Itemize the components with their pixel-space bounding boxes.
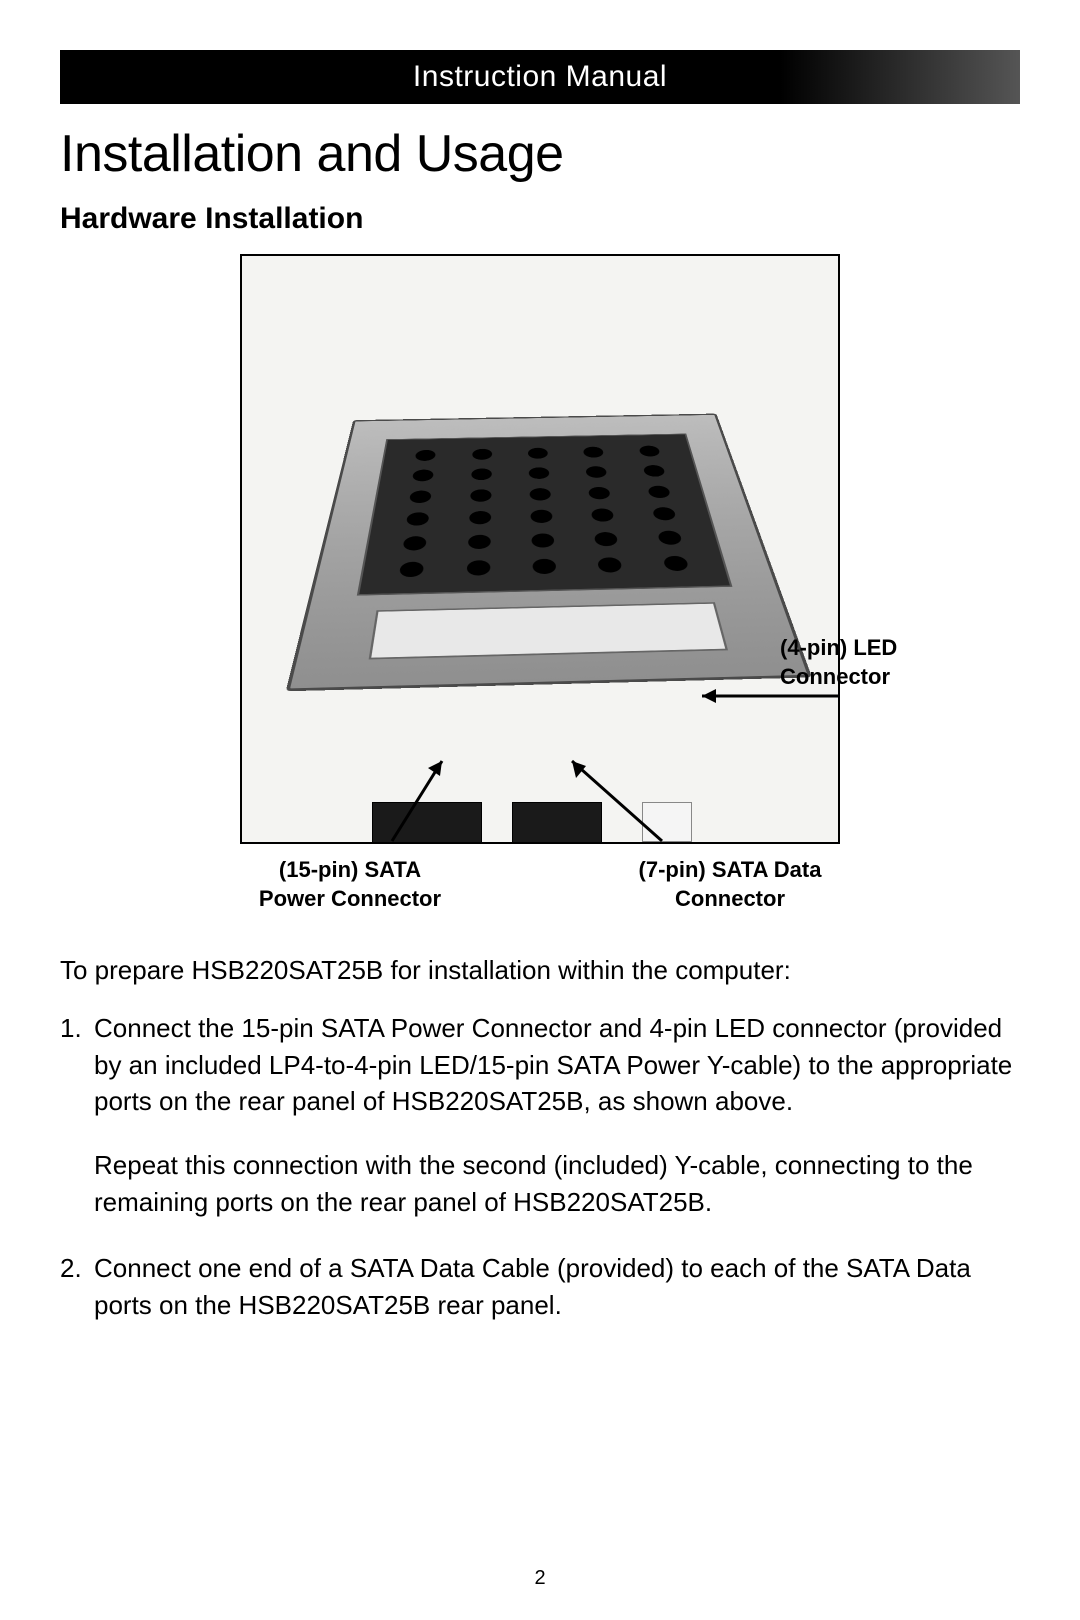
header-bar: Instruction Manual xyxy=(60,50,1020,104)
callout-data-line2: Connector xyxy=(600,885,860,914)
callout-power-line2: Power Connector xyxy=(220,885,480,914)
page-title: Installation and Usage xyxy=(60,124,1020,184)
steps-list: Connect the 15-pin SATA Power Connector … xyxy=(60,1010,1020,1323)
page-number: 2 xyxy=(0,1567,1080,1590)
device-illustration xyxy=(286,414,812,692)
vent-holes xyxy=(384,444,705,579)
step-1-continuation: Repeat this connection with the second (… xyxy=(94,1147,1020,1220)
diagram-container: (4-pin) LED Connector (15-pin) SATA Powe… xyxy=(60,254,1020,913)
step-2: Connect one end of a SATA Data Cable (pr… xyxy=(60,1250,1020,1323)
intro-text: To prepare HSB220SAT25B for installation… xyxy=(60,953,1020,988)
header-title: Instruction Manual xyxy=(413,60,667,93)
callout-power-line1: (15-pin) SATA xyxy=(220,856,480,885)
led-connector-icon xyxy=(642,802,692,842)
section-heading: Hardware Installation xyxy=(60,202,1020,236)
step-1-text: Connect the 15-pin SATA Power Connector … xyxy=(94,1013,1012,1116)
diagram-bottom-labels: (15-pin) SATA Power Connector (7-pin) SA… xyxy=(60,856,1020,913)
connector-panel xyxy=(369,602,728,659)
diagram-box xyxy=(240,254,840,844)
device-tray xyxy=(357,434,733,596)
step-1: Connect the 15-pin SATA Power Connector … xyxy=(60,1010,1020,1220)
callout-power: (15-pin) SATA Power Connector xyxy=(220,856,480,913)
callout-data: (7-pin) SATA Data Connector xyxy=(600,856,860,913)
sata-power-connector-icon xyxy=(372,802,482,844)
sata-data-connector-icon xyxy=(512,802,602,844)
step-2-text: Connect one end of a SATA Data Cable (pr… xyxy=(94,1253,971,1319)
callout-led-line1: (4-pin) LED xyxy=(780,634,980,663)
callout-data-line1: (7-pin) SATA Data xyxy=(600,856,860,885)
callout-led-line2: Connector xyxy=(780,663,980,692)
callout-led: (4-pin) LED Connector xyxy=(780,634,980,691)
